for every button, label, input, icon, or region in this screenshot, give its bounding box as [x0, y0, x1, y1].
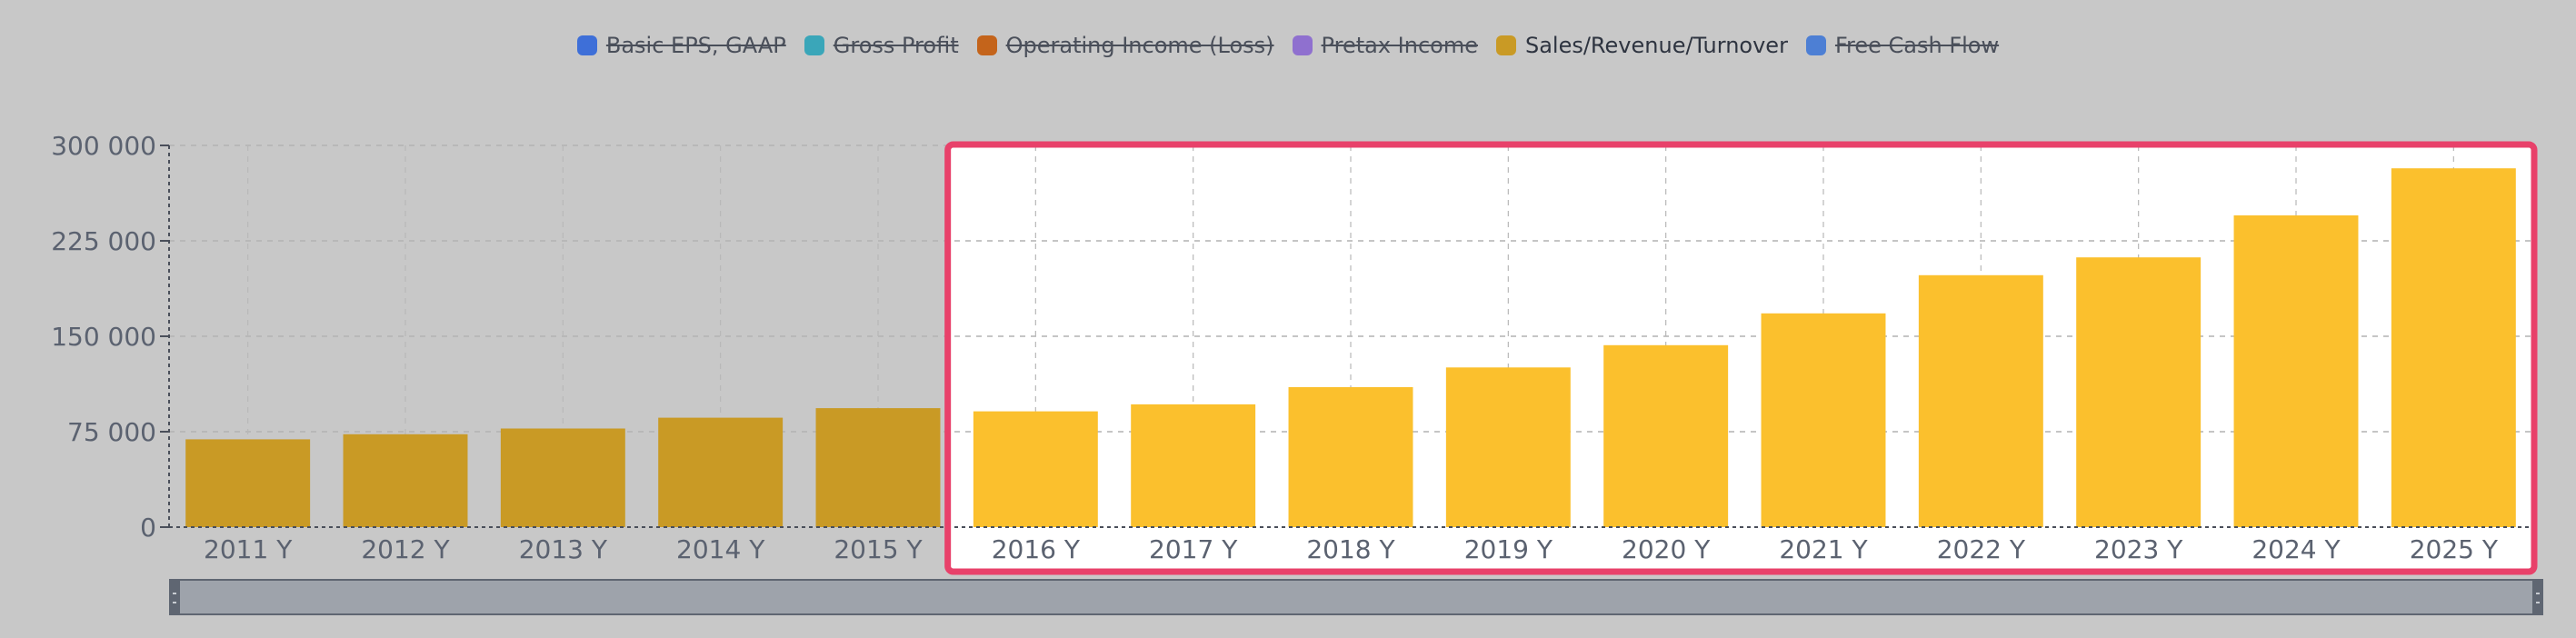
bar	[2391, 168, 2516, 527]
scrollbar-left-handle[interactable]	[169, 579, 180, 615]
legend-item[interactable]: Gross Profit	[804, 33, 959, 58]
y-tick-label: 225 000	[51, 226, 156, 256]
y-tick-label: 300 000	[51, 131, 156, 161]
bar	[1918, 274, 2043, 527]
y-tick-label: 150 000	[51, 322, 156, 352]
legend-item[interactable]: Free Cash Flow	[1805, 33, 2000, 58]
x-tick-label: 2012 Y	[361, 534, 450, 564]
x-tick-label: 2022 Y	[1937, 534, 2026, 564]
legend-swatch	[804, 35, 824, 55]
x-tick-label: 2016 Y	[992, 534, 1081, 564]
legend-swatch	[576, 35, 597, 55]
bar	[2076, 257, 2202, 527]
legend-item[interactable]: Operating Income (Loss)	[976, 33, 1274, 58]
x-tick-label: 2024 Y	[2252, 534, 2341, 564]
bar	[1761, 313, 1886, 527]
bar	[1603, 344, 1729, 527]
legend-label: Basic EPS, GAAP	[605, 33, 786, 58]
x-tick-label: 2021 Y	[1779, 534, 1868, 564]
y-tick-label: 75 000	[67, 417, 156, 447]
legend-item[interactable]: Basic EPS, GAAP	[576, 33, 786, 58]
x-tick-label: 2014 Y	[676, 534, 765, 564]
x-tick-label: 2018 Y	[1306, 534, 1395, 564]
legend-label: Free Cash Flow	[1834, 33, 2000, 58]
range-scrollbar[interactable]	[169, 579, 2543, 615]
legend-item[interactable]: Pretax Income	[1292, 33, 1478, 58]
bar	[500, 428, 625, 527]
bar	[1131, 404, 1256, 527]
x-tick-label: 2017 Y	[1149, 534, 1238, 564]
legend-swatch	[1495, 35, 1516, 55]
x-tick-label: 2011 Y	[204, 534, 293, 564]
x-tick-label: 2025 Y	[2410, 534, 2499, 564]
bar	[973, 411, 1098, 527]
chart-legend: Basic EPS, GAAP Gross Profit Operating Inc…	[0, 33, 2576, 58]
legend-item[interactable]: Sales/Revenue/Turnover	[1495, 33, 1788, 58]
bar	[1445, 367, 1571, 527]
x-tick-label: 2015 Y	[834, 534, 923, 564]
bar	[815, 408, 941, 527]
legend-swatch	[1805, 35, 1826, 55]
legend-label: Gross Profit	[833, 33, 959, 58]
scrollbar-right-handle[interactable]	[2532, 579, 2543, 615]
legend-label: Pretax Income	[1321, 33, 1478, 58]
bar	[658, 417, 784, 527]
x-tick-label: 2020 Y	[1622, 534, 1711, 564]
highlight-border	[944, 141, 2538, 575]
bar	[2233, 215, 2359, 527]
bar	[1288, 387, 1413, 527]
legend-label: Sales/Revenue/Turnover	[1524, 33, 1788, 58]
bar	[343, 434, 468, 527]
legend-label: Operating Income (Loss)	[1005, 33, 1274, 58]
legend-swatch	[976, 35, 997, 55]
y-tick-label: 0	[140, 513, 156, 543]
bar	[185, 439, 311, 527]
x-tick-label: 2013 Y	[519, 534, 608, 564]
x-tick-label: 2019 Y	[1464, 534, 1553, 564]
x-tick-label: 2023 Y	[2094, 534, 2183, 564]
legend-swatch	[1292, 35, 1313, 55]
